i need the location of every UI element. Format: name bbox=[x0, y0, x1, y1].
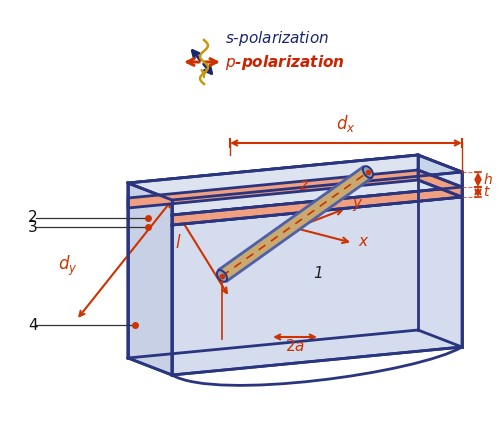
Text: $d_x$: $d_x$ bbox=[336, 113, 356, 134]
Text: $y$: $y$ bbox=[352, 197, 364, 213]
Polygon shape bbox=[128, 183, 172, 375]
Text: $s$-polarization: $s$-polarization bbox=[225, 28, 329, 48]
Text: 2: 2 bbox=[28, 210, 38, 226]
Ellipse shape bbox=[365, 169, 371, 175]
Polygon shape bbox=[418, 170, 462, 197]
Text: $z$: $z$ bbox=[299, 178, 310, 194]
Polygon shape bbox=[418, 155, 462, 347]
Polygon shape bbox=[128, 155, 418, 358]
Text: $x$: $x$ bbox=[358, 234, 370, 248]
Text: $l$: $l$ bbox=[175, 234, 182, 252]
Ellipse shape bbox=[217, 270, 227, 282]
Text: $d_y$: $d_y$ bbox=[58, 254, 78, 278]
Polygon shape bbox=[172, 187, 462, 225]
Text: 1: 1 bbox=[313, 266, 323, 281]
Text: 3: 3 bbox=[28, 219, 38, 235]
Ellipse shape bbox=[219, 272, 225, 279]
Text: $p$-polarization: $p$-polarization bbox=[225, 53, 345, 72]
Text: $t$: $t$ bbox=[483, 185, 491, 199]
Text: $h$: $h$ bbox=[483, 172, 493, 187]
Polygon shape bbox=[128, 170, 418, 208]
Polygon shape bbox=[128, 155, 462, 200]
Polygon shape bbox=[172, 197, 462, 375]
Text: 4: 4 bbox=[28, 317, 38, 332]
Text: $2a$: $2a$ bbox=[285, 338, 305, 354]
Ellipse shape bbox=[363, 166, 373, 178]
Polygon shape bbox=[172, 172, 462, 215]
